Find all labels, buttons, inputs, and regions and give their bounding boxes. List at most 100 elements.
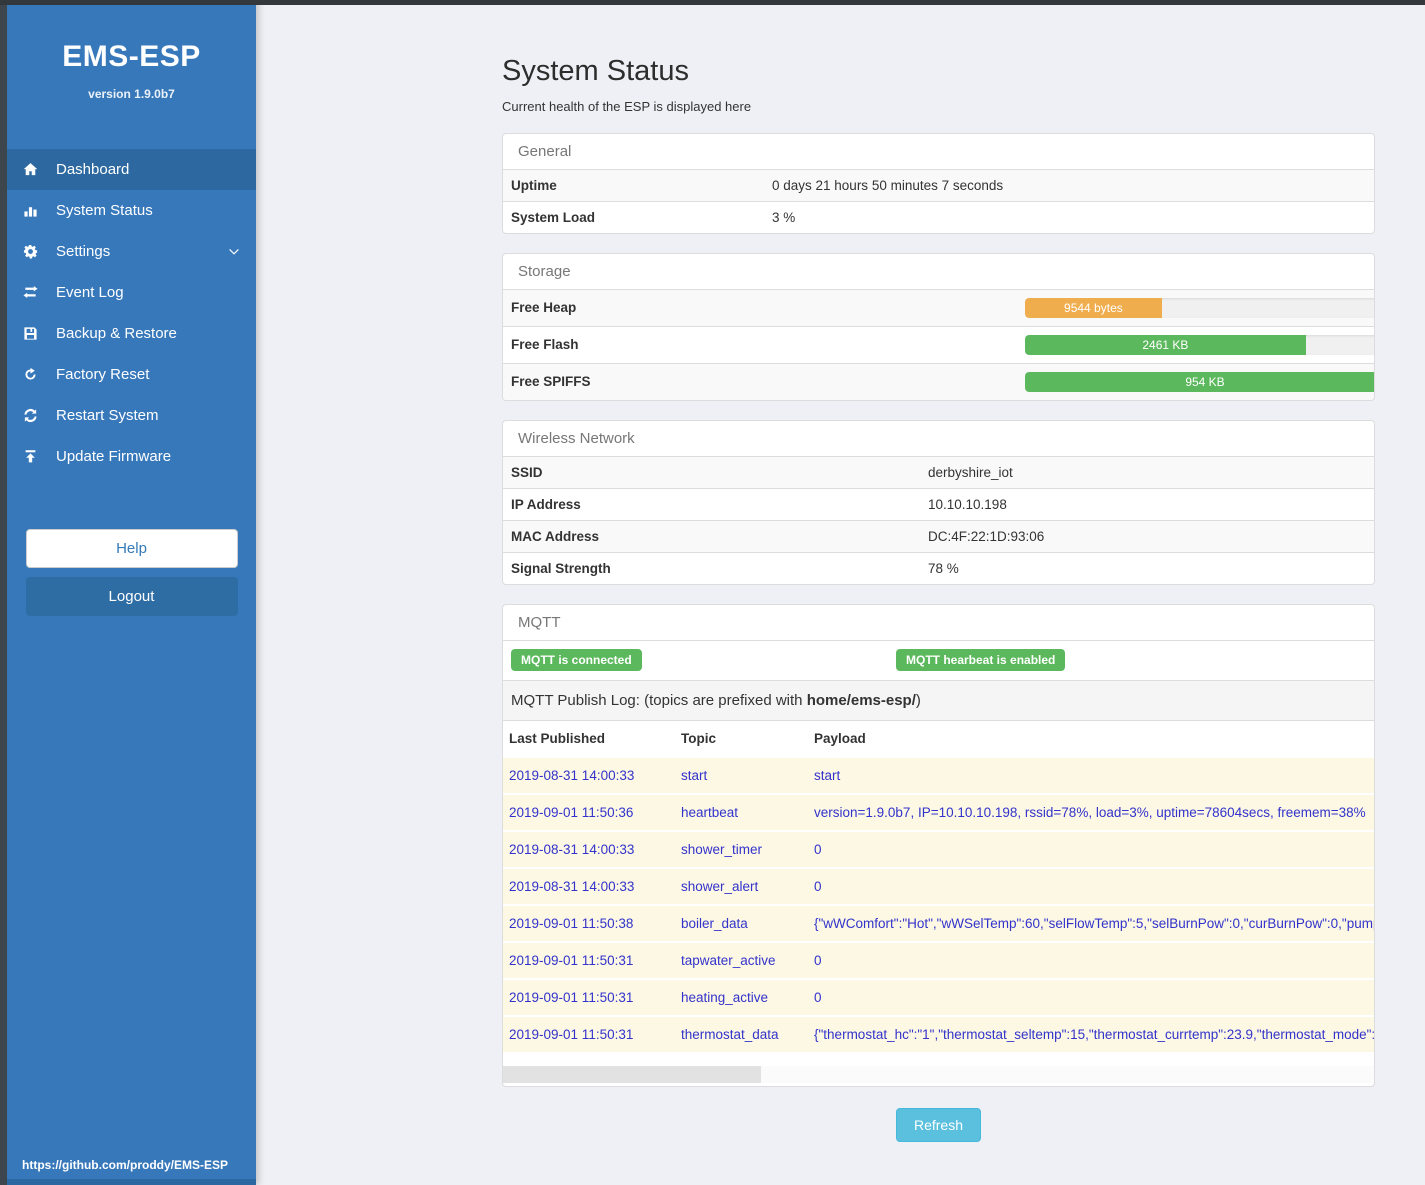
row-label: Signal Strength bbox=[511, 560, 611, 576]
sidebar-item-backup-restore[interactable]: Backup & Restore bbox=[7, 313, 256, 354]
sidebar-nav: Dashboard System Status Settings Event Log B… bbox=[7, 149, 256, 477]
row-value: 10.10.10.198 bbox=[928, 496, 1007, 512]
sidebar-item-factory-reset[interactable]: Factory Reset bbox=[7, 354, 256, 395]
log-timestamp: 2019-09-01 11:50:38 bbox=[509, 915, 634, 931]
publish-log-suffix: ) bbox=[915, 691, 921, 709]
row-label: Free Heap bbox=[511, 300, 577, 316]
progress-bar: 9544 bytes bbox=[1025, 297, 1374, 318]
logout-button[interactable]: Logout bbox=[25, 577, 238, 616]
sidebar-item-event-log[interactable]: Event Log bbox=[7, 272, 256, 313]
log-topic: heating_active bbox=[681, 989, 769, 1005]
sidebar-item-label: Event Log bbox=[56, 284, 124, 301]
publish-log-topic-prefix: home/ems-esp/ bbox=[806, 691, 916, 709]
scrollbar-thumb[interactable] bbox=[503, 1065, 761, 1083]
sidebar-item-dashboard[interactable]: Dashboard bbox=[7, 149, 256, 190]
table-row: SSID derbyshire_iot bbox=[503, 456, 1374, 489]
row-value: DC:4F:22:1D:93:06 bbox=[928, 528, 1045, 544]
log-topic: tapwater_active bbox=[681, 952, 776, 968]
sidebar-item-label: Dashboard bbox=[56, 161, 130, 178]
panel-mqtt: MQTT MQTT is connected MQTT hearbeat is e… bbox=[502, 603, 1375, 1087]
row-label: IP Address bbox=[511, 496, 581, 512]
refresh-icon bbox=[20, 408, 40, 424]
sidebar-item-system-status[interactable]: System Status bbox=[7, 190, 256, 231]
panel-wireless: Wireless Network SSID derbyshire_iot IP Ad… bbox=[502, 419, 1375, 585]
log-payload: start bbox=[814, 767, 841, 783]
gear-icon bbox=[20, 244, 40, 260]
left-edge-strip bbox=[0, 0, 7, 1185]
column-payload: Payload bbox=[814, 730, 866, 746]
log-row: 2019-08-31 14:00:33 shower_timer 0 bbox=[503, 830, 1374, 868]
row-value: 78 % bbox=[928, 560, 959, 576]
sidebar-item-label: Restart System bbox=[56, 407, 159, 424]
table-row: IP Address 10.10.10.198 bbox=[503, 488, 1374, 520]
table-row: System Load 3 % bbox=[503, 201, 1374, 233]
log-row: 2019-09-01 11:50:31 heating_active 0 bbox=[503, 978, 1374, 1016]
log-payload: 0 bbox=[814, 989, 822, 1005]
row-label: System Load bbox=[511, 209, 596, 225]
app-title: EMS-ESP bbox=[62, 40, 201, 73]
log-topic: shower_alert bbox=[681, 878, 759, 894]
sidebar-item-settings[interactable]: Settings bbox=[7, 231, 256, 272]
log-payload: 0 bbox=[814, 841, 822, 857]
main-content: System Status Current health of the ESP … bbox=[256, 0, 1425, 1185]
github-link[interactable]: https://github.com/proddy/EMS-ESP bbox=[22, 1158, 228, 1172]
log-row: 2019-08-31 14:00:33 start start bbox=[503, 756, 1374, 794]
log-row: 2019-09-01 11:50:31 tapwater_active 0 bbox=[503, 941, 1374, 979]
row-value: derbyshire_iot bbox=[928, 464, 1013, 480]
sidebar-item-update-firmware[interactable]: Update Firmware bbox=[7, 436, 256, 477]
log-header-row: Last Published Topic Payload bbox=[503, 721, 1374, 757]
sidebar-item-restart-system[interactable]: Restart System bbox=[7, 395, 256, 436]
panel-storage-header: Storage bbox=[503, 254, 1374, 290]
panel-mqtt-header: MQTT bbox=[503, 605, 1374, 641]
sidebar-item-label: Factory Reset bbox=[56, 366, 150, 383]
log-timestamp: 2019-09-01 11:50:31 bbox=[509, 952, 634, 968]
mqtt-log-table: Last Published Topic Payload 2019-08-31 … bbox=[503, 721, 1374, 1052]
log-row: 2019-08-31 14:00:33 shower_alert 0 bbox=[503, 867, 1374, 905]
log-timestamp: 2019-09-01 11:50:31 bbox=[509, 989, 634, 1005]
save-icon bbox=[20, 326, 40, 342]
sidebar-item-label: Settings bbox=[56, 243, 111, 260]
bar-chart-icon bbox=[20, 203, 40, 219]
row-label: MAC Address bbox=[511, 528, 600, 544]
top-edge-strip bbox=[0, 0, 1425, 5]
log-payload: {"wWComfort":"Hot","wWSelTemp":60,"selFl… bbox=[814, 915, 1374, 931]
log-topic: shower_timer bbox=[681, 841, 763, 857]
log-payload: {"thermostat_hc":"1","thermostat_seltemp… bbox=[814, 1026, 1374, 1042]
sidebar: EMS-ESP version 1.9.0b7 Dashboard System … bbox=[0, 0, 256, 1185]
row-label: Uptime bbox=[511, 177, 557, 193]
row-value: 3 % bbox=[772, 209, 796, 225]
column-topic: Topic bbox=[681, 730, 716, 746]
refresh-button[interactable]: Refresh bbox=[895, 1107, 982, 1142]
sidebar-bottom-strip bbox=[7, 1179, 256, 1185]
help-button[interactable]: Help bbox=[25, 529, 238, 568]
mqtt-badges-row: MQTT is connected MQTT hearbeat is enable… bbox=[503, 641, 1374, 680]
row-value: 9544 bytes bbox=[1017, 290, 1374, 327]
log-payload: 0 bbox=[814, 878, 822, 894]
panel-storage: Storage Free Heap 9544 bytes Free Flash 246… bbox=[502, 252, 1375, 401]
progress-fill: 954 KB bbox=[1025, 371, 1374, 392]
mqtt-publish-log-title: MQTT Publish Log: (topics are prefixed w… bbox=[503, 679, 1374, 721]
progress-fill: 2461 KB bbox=[1025, 334, 1306, 355]
panel-general-header: General bbox=[503, 134, 1374, 170]
row-label: SSID bbox=[511, 464, 543, 480]
page-subtitle: Current health of the ESP is displayed h… bbox=[502, 98, 752, 114]
log-payload: 0 bbox=[814, 952, 822, 968]
row-value: 0 days 21 hours 50 minutes 7 seconds bbox=[772, 177, 1004, 193]
log-topic: heartbeat bbox=[681, 804, 739, 820]
horizontal-scrollbar[interactable] bbox=[503, 1065, 1374, 1083]
log-row: 2019-09-01 11:50:31 thermostat_data {"ther… bbox=[503, 1015, 1374, 1052]
page-title: System Status bbox=[502, 55, 689, 87]
upload-icon bbox=[20, 449, 40, 465]
table-row: Uptime 0 days 21 hours 50 minutes 7 secon… bbox=[503, 169, 1374, 202]
chevron-down-icon bbox=[228, 244, 240, 261]
progress-bar: 2461 KB bbox=[1025, 334, 1374, 355]
app-version: version 1.9.0b7 bbox=[88, 87, 175, 101]
table-row: MAC Address DC:4F:22:1D:93:06 bbox=[503, 520, 1374, 553]
log-timestamp: 2019-08-31 14:00:33 bbox=[509, 841, 635, 857]
rotate-icon bbox=[20, 367, 40, 383]
sidebar-item-label: Backup & Restore bbox=[56, 325, 177, 342]
log-timestamp: 2019-08-31 14:00:33 bbox=[509, 878, 635, 894]
log-row: 2019-09-01 11:50:36 heartbeat version=1.9.… bbox=[503, 793, 1374, 831]
log-topic: start bbox=[681, 767, 708, 783]
